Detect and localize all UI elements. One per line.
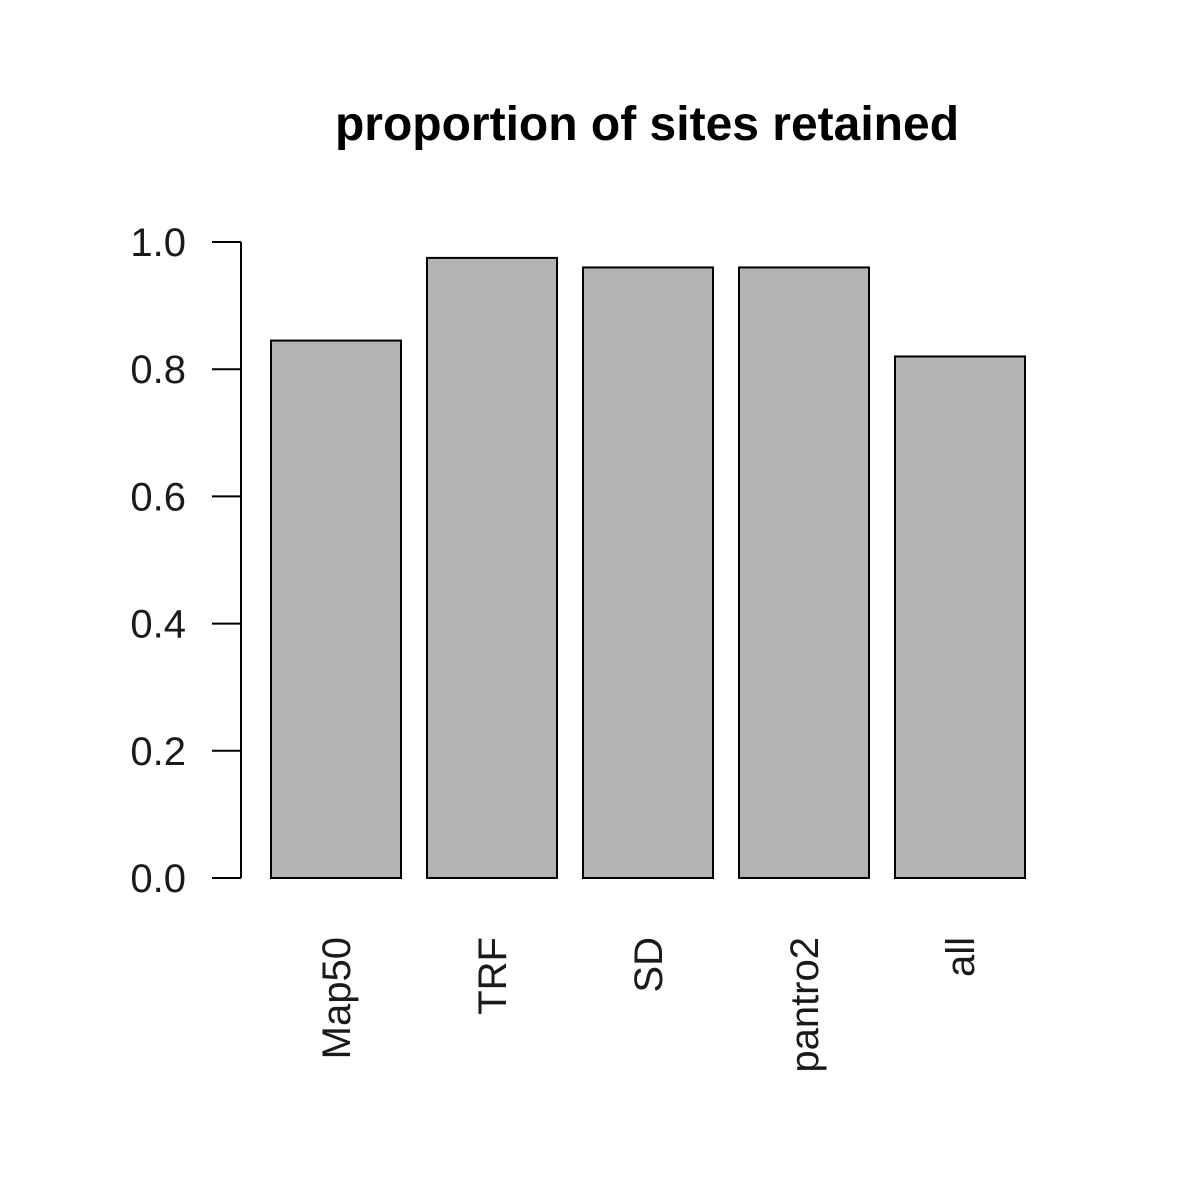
y-tick-label: 1.0 (130, 221, 186, 265)
bar-trf (426, 256, 558, 879)
y-tick-label: 0.8 (130, 348, 186, 392)
bars (270, 256, 1026, 880)
y-tick-label: 0.0 (130, 857, 186, 901)
x-tick-label: TRF (471, 937, 515, 1015)
x-tick-label: SD (627, 937, 671, 993)
y-tick-label: 0.6 (130, 475, 186, 519)
y-tick-label: 0.2 (130, 730, 186, 774)
bar-all (894, 355, 1026, 880)
bar-map50 (270, 339, 402, 879)
x-tick-label: all (939, 937, 983, 977)
chart-title: proportion of sites retained (335, 98, 959, 151)
bar-sd (582, 266, 714, 879)
y-tick-label: 0.4 (130, 603, 186, 647)
y-axis: 0.0 0.2 0.4 0.6 0.8 1.0 (130, 221, 242, 901)
x-axis-labels: Map50 TRF SD pantro2 all (315, 937, 983, 1073)
x-tick-label: Map50 (315, 937, 359, 1059)
x-tick-label: pantro2 (783, 937, 827, 1073)
bar-pantro2 (738, 266, 870, 879)
